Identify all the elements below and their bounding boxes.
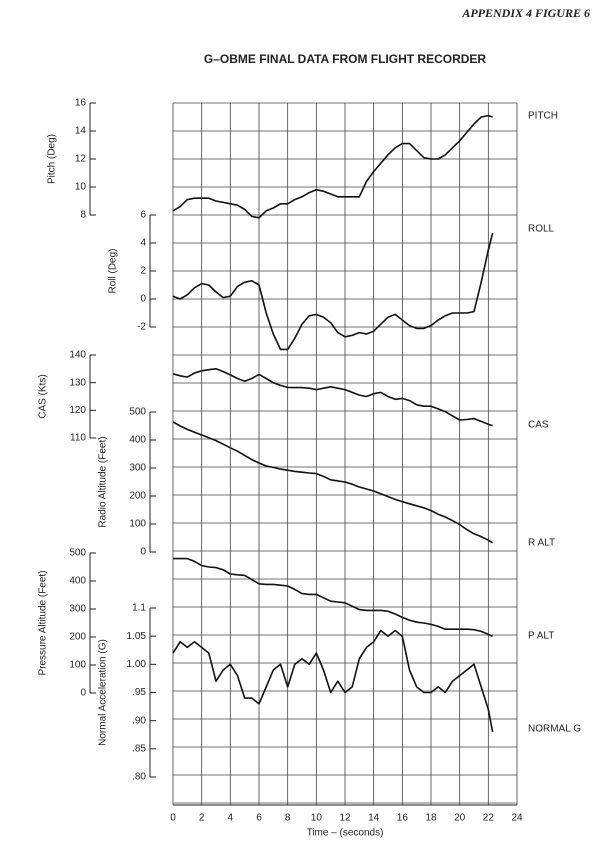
y-tick-label: 140 [69, 350, 86, 361]
x-tick-label: 4 [228, 813, 234, 824]
y-axis-label: Roll (Deg) [108, 248, 119, 293]
y-tick-label: 1.05 [127, 631, 147, 642]
series-line [172, 368, 493, 427]
series-line [172, 233, 494, 351]
y-tick-label: 0 [140, 547, 146, 558]
y-axis-label: Pitch (Deg) [47, 134, 58, 184]
y-tick-label: 300 [69, 604, 86, 615]
series-name: NORMAL G [528, 724, 581, 735]
y-tick-label: 1.00 [127, 659, 147, 670]
series-name: ROLL [528, 224, 555, 235]
y-axis-label: Radio Altitude (Feet) [98, 436, 109, 527]
y-tick-label: 10 [75, 182, 87, 193]
y-tick-label: 12 [75, 154, 87, 165]
y-tick-label: 100 [69, 660, 86, 671]
x-tick-label: 24 [511, 813, 523, 824]
y-tick-label: 500 [69, 548, 86, 559]
x-tick-label: 14 [368, 813, 380, 824]
x-tick-label: 22 [483, 813, 495, 824]
chart-title: G–OBME FINAL DATA FROM FLIGHT RECORDER [204, 52, 487, 66]
y-tick-label: 130 [69, 377, 86, 388]
y-tick-label: 110 [70, 433, 86, 444]
y-tick-label: .80 [132, 772, 146, 783]
x-tick-label: 10 [311, 813, 323, 824]
y-tick-label: .90 [132, 715, 146, 726]
x-tick-label: 6 [256, 813, 262, 824]
series-name: PITCH [528, 111, 558, 122]
y-axis-label: Pressure Altitude (Feet) [38, 570, 49, 675]
series-name: R ALT [528, 538, 555, 549]
x-tick-label: 20 [454, 813, 466, 824]
y-axis-label: Normal Acceleration (G) [98, 639, 109, 746]
y-tick-label: 16 [75, 98, 87, 109]
x-tick-label: 2 [199, 813, 205, 824]
y-tick-label: 14 [75, 126, 87, 137]
y-tick-label: 6 [140, 210, 146, 221]
y-tick-label: 400 [129, 435, 146, 446]
y-tick-label: 200 [129, 491, 146, 502]
y-tick-label: 300 [129, 463, 146, 474]
y-axis-label: CAS (Kts) [38, 374, 49, 418]
series-line [172, 629, 494, 733]
y-tick-label: .95 [132, 687, 146, 698]
y-tick-label: 0 [80, 688, 86, 699]
y-tick-label: 200 [69, 632, 86, 643]
x-axis-label: Time – (seconds) [307, 828, 384, 839]
y-tick-label: 400 [69, 576, 86, 587]
series-line [173, 557, 493, 638]
series-name: P ALT [528, 631, 554, 642]
y-tick-label: .85 [132, 743, 146, 754]
series-name: CAS [528, 420, 549, 431]
y-tick-label: 100 [129, 519, 146, 530]
series-line [172, 114, 493, 219]
header: APPENDIX 4 FIGURE 6 [461, 6, 590, 20]
y-tick-label: 120 [69, 405, 86, 416]
x-tick-label: 18 [425, 813, 437, 824]
x-tick-label: 8 [285, 813, 291, 824]
x-tick-label: 0 [170, 813, 176, 824]
y-tick-label: 8 [80, 210, 86, 221]
x-tick-label: 12 [339, 813, 351, 824]
y-tick-label: -2 [137, 322, 146, 333]
y-tick-label: 500 [129, 407, 146, 418]
y-tick-label: 0 [140, 294, 146, 305]
x-tick-label: 16 [397, 813, 409, 824]
y-tick-label: 2 [140, 266, 146, 277]
series-line [172, 421, 494, 544]
y-tick-label: 1.1 [132, 603, 146, 614]
y-tick-label: 4 [140, 238, 146, 249]
